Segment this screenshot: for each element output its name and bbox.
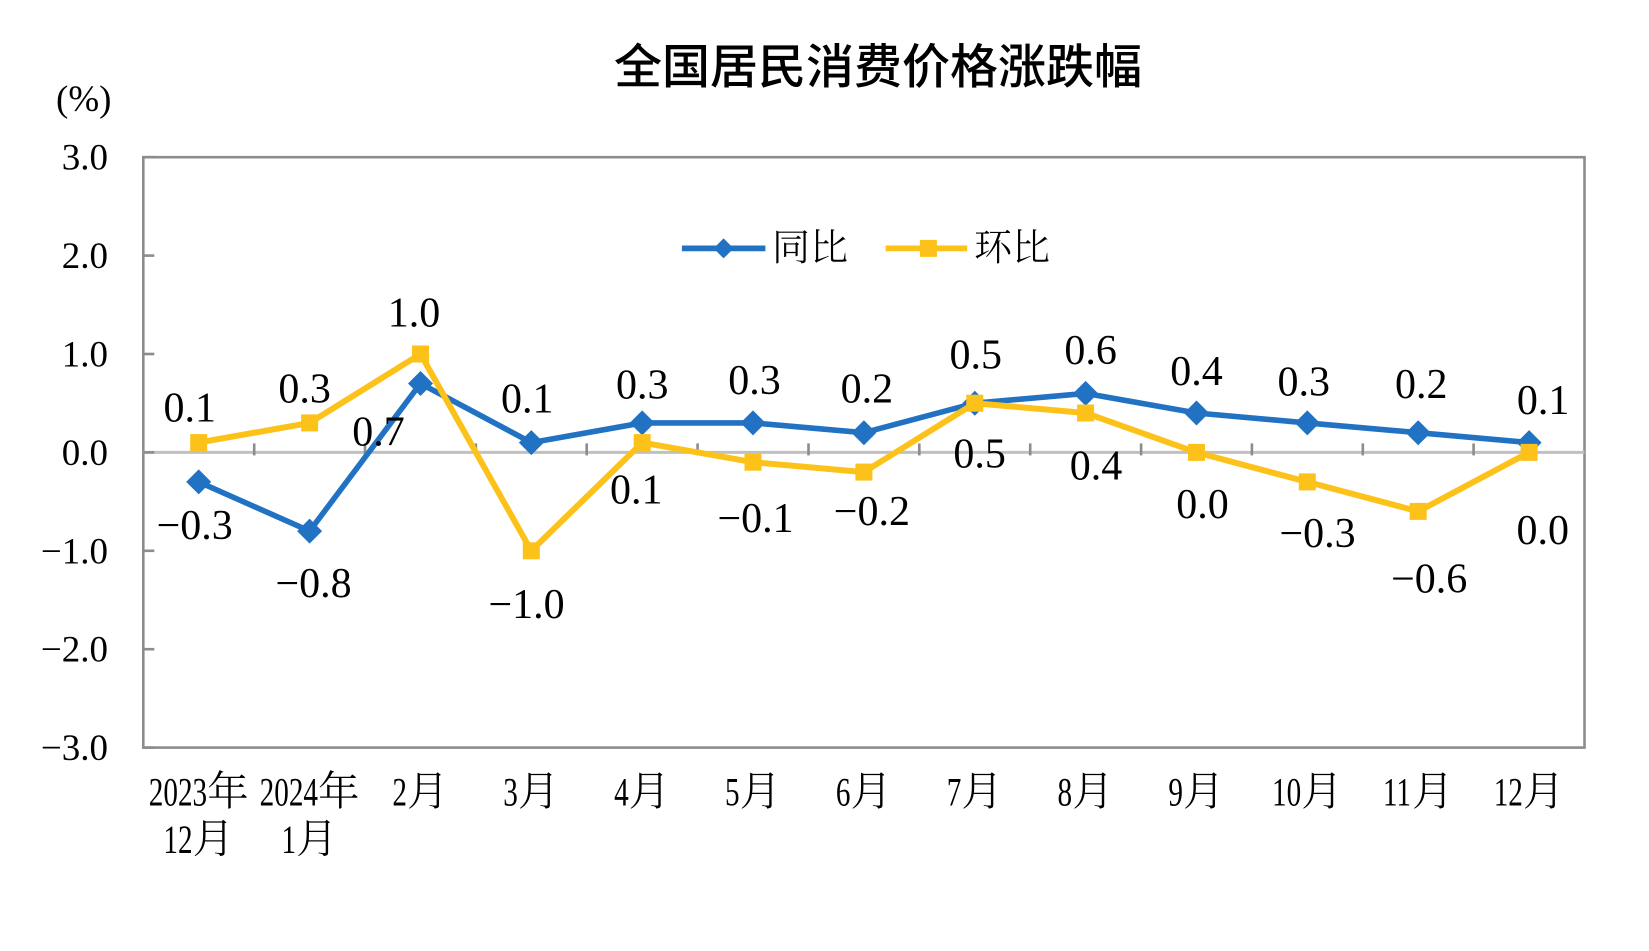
svg-text:0.2: 0.2 xyxy=(1395,362,1448,408)
svg-text:0.0: 0.0 xyxy=(1517,508,1570,554)
svg-text:−1.0: −1.0 xyxy=(41,531,108,572)
svg-text:0.3: 0.3 xyxy=(278,367,331,413)
svg-text:11: 11 xyxy=(1383,770,1411,815)
svg-text:0.1: 0.1 xyxy=(1517,378,1570,424)
svg-text:0.6: 0.6 xyxy=(1064,328,1117,374)
svg-text:0.1: 0.1 xyxy=(501,377,554,423)
svg-text:4: 4 xyxy=(614,770,629,815)
svg-text:0.5: 0.5 xyxy=(953,431,1006,477)
svg-text:−0.1: −0.1 xyxy=(718,496,794,542)
svg-text:2: 2 xyxy=(392,770,407,815)
svg-text:−0.6: −0.6 xyxy=(1391,556,1467,602)
svg-text:2023: 2023 xyxy=(149,770,207,815)
svg-text:10: 10 xyxy=(1272,770,1301,815)
svg-text:8: 8 xyxy=(1058,770,1073,815)
svg-text:0.3: 0.3 xyxy=(616,362,669,408)
svg-text:−0.3: −0.3 xyxy=(157,503,233,549)
svg-text:−1.0: −1.0 xyxy=(489,582,565,628)
svg-text:0.4: 0.4 xyxy=(1070,444,1123,490)
svg-text:0.2: 0.2 xyxy=(841,367,894,413)
svg-text:0.7: 0.7 xyxy=(352,410,405,456)
svg-text:(%): (%) xyxy=(56,79,111,120)
svg-text:0.3: 0.3 xyxy=(1278,359,1331,405)
svg-text:0.5: 0.5 xyxy=(950,333,1003,379)
svg-text:2.0: 2.0 xyxy=(62,236,108,277)
svg-text:1.0: 1.0 xyxy=(62,335,108,376)
svg-text:0.3: 0.3 xyxy=(728,358,781,404)
svg-text:3.0: 3.0 xyxy=(62,138,108,179)
svg-text:0.1: 0.1 xyxy=(163,386,216,432)
svg-text:−3.0: −3.0 xyxy=(41,728,108,769)
svg-text:5: 5 xyxy=(725,770,740,815)
svg-text:6: 6 xyxy=(836,770,851,815)
svg-text:2024: 2024 xyxy=(260,770,318,815)
svg-text:0.0: 0.0 xyxy=(1176,482,1229,528)
svg-text:9: 9 xyxy=(1168,770,1183,815)
svg-text:12: 12 xyxy=(1494,770,1523,815)
svg-text:−0.3: −0.3 xyxy=(1280,511,1356,557)
svg-text:1: 1 xyxy=(282,818,297,863)
svg-text:7: 7 xyxy=(947,770,962,815)
svg-text:−0.2: −0.2 xyxy=(834,489,910,535)
svg-text:3: 3 xyxy=(503,770,518,815)
svg-text:0.4: 0.4 xyxy=(1170,349,1223,395)
svg-text:−0.8: −0.8 xyxy=(276,561,352,607)
svg-text:0.1: 0.1 xyxy=(610,467,663,513)
svg-text:0.0: 0.0 xyxy=(62,433,108,474)
svg-text:−2.0: −2.0 xyxy=(41,630,108,671)
svg-text:12: 12 xyxy=(163,818,192,863)
svg-text:1.0: 1.0 xyxy=(388,291,441,337)
